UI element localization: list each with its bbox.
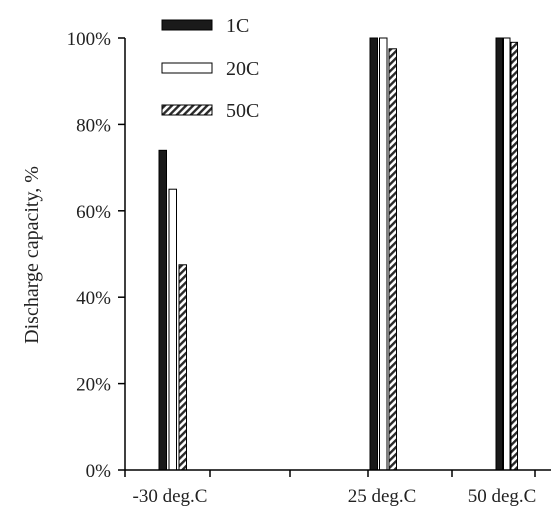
- bar-50c-2: [510, 41, 518, 471]
- bar-20c-0: [168, 188, 177, 471]
- x-tick-label: -30 deg.C: [133, 486, 208, 507]
- bar-20c-2: [503, 37, 511, 471]
- legend: 1C 20C 50C: [161, 15, 259, 122]
- bar-1c-1: [369, 37, 378, 471]
- y-tick-label: 80%: [76, 115, 111, 136]
- y-tick-label: 60%: [76, 202, 111, 223]
- bar-50c-0: [178, 264, 187, 471]
- legend-swatch: [161, 62, 213, 74]
- bar-1c-2: [495, 37, 503, 471]
- legend-swatch: [161, 104, 213, 116]
- legend-label: 1C: [226, 15, 249, 37]
- y-axis-label: Discharge capacity, %: [21, 166, 43, 344]
- y-tick-label: 0%: [86, 461, 112, 482]
- x-axis-labels: -30 deg.C 25 deg.C 50 deg.C: [133, 486, 537, 507]
- x-axis-ticks: [124, 470, 536, 477]
- x-tick-label: 50 deg.C: [468, 486, 537, 507]
- bar-20c-1: [379, 37, 388, 471]
- y-tick-label: 40%: [76, 288, 111, 309]
- legend-label: 50C: [226, 100, 259, 122]
- legend-label: 20C: [226, 58, 259, 80]
- bar-50c-1: [388, 48, 397, 471]
- bar-1c-0: [158, 149, 167, 471]
- bar-group: [158, 37, 518, 471]
- y-axis-ticks: 0% 20% 40% 60% 80% 100%: [67, 29, 125, 482]
- x-tick-label: 25 deg.C: [348, 486, 417, 507]
- y-tick-label: 20%: [76, 375, 111, 396]
- y-tick-label: 100%: [67, 29, 112, 50]
- legend-swatch: [161, 19, 213, 31]
